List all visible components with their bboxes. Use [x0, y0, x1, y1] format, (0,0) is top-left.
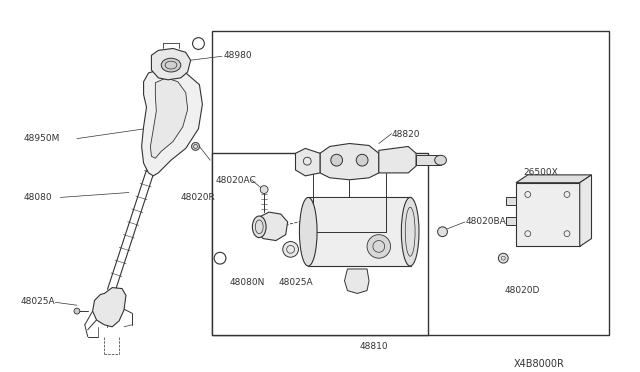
Ellipse shape — [252, 216, 266, 238]
Circle shape — [260, 186, 268, 193]
Text: 48080N: 48080N — [230, 278, 265, 287]
Ellipse shape — [401, 198, 419, 266]
Bar — [506, 198, 516, 205]
Circle shape — [331, 154, 342, 166]
Polygon shape — [320, 144, 379, 180]
Polygon shape — [93, 288, 126, 327]
Polygon shape — [379, 147, 416, 173]
Text: 48020R: 48020R — [181, 193, 216, 202]
Polygon shape — [580, 175, 591, 246]
Circle shape — [191, 142, 200, 150]
Circle shape — [438, 227, 447, 237]
Circle shape — [499, 253, 508, 263]
Text: 26500X: 26500X — [523, 168, 557, 177]
Text: A: A — [196, 39, 202, 48]
Circle shape — [214, 252, 226, 264]
Text: 48820: 48820 — [392, 130, 420, 139]
Bar — [313, 198, 386, 232]
Circle shape — [74, 308, 80, 314]
Text: 48025A: 48025A — [279, 278, 314, 287]
Text: 48020AC: 48020AC — [215, 176, 256, 185]
Text: 48810: 48810 — [360, 343, 388, 352]
Bar — [212, 31, 609, 335]
Circle shape — [367, 235, 390, 258]
Polygon shape — [516, 175, 591, 183]
Text: A: A — [218, 255, 223, 261]
Circle shape — [193, 38, 204, 49]
Bar — [308, 198, 411, 266]
Polygon shape — [150, 78, 188, 158]
Circle shape — [356, 154, 368, 166]
Bar — [516, 183, 580, 246]
Bar — [506, 217, 516, 225]
Polygon shape — [296, 148, 320, 176]
Text: 48080: 48080 — [24, 193, 52, 202]
Polygon shape — [344, 269, 369, 294]
Text: 48025A: 48025A — [20, 297, 54, 307]
Polygon shape — [256, 212, 287, 241]
Ellipse shape — [161, 58, 181, 72]
Ellipse shape — [300, 198, 317, 266]
Polygon shape — [141, 68, 202, 176]
Text: 48980: 48980 — [224, 51, 253, 60]
Text: 48020BA: 48020BA — [466, 217, 507, 226]
Text: X4B8000R: X4B8000R — [514, 359, 565, 369]
Circle shape — [283, 241, 298, 257]
Text: 48020D: 48020D — [504, 286, 540, 295]
Polygon shape — [152, 48, 191, 80]
Ellipse shape — [435, 155, 447, 165]
Text: 48950M: 48950M — [24, 134, 60, 143]
Bar — [212, 153, 428, 335]
Bar — [416, 155, 440, 165]
